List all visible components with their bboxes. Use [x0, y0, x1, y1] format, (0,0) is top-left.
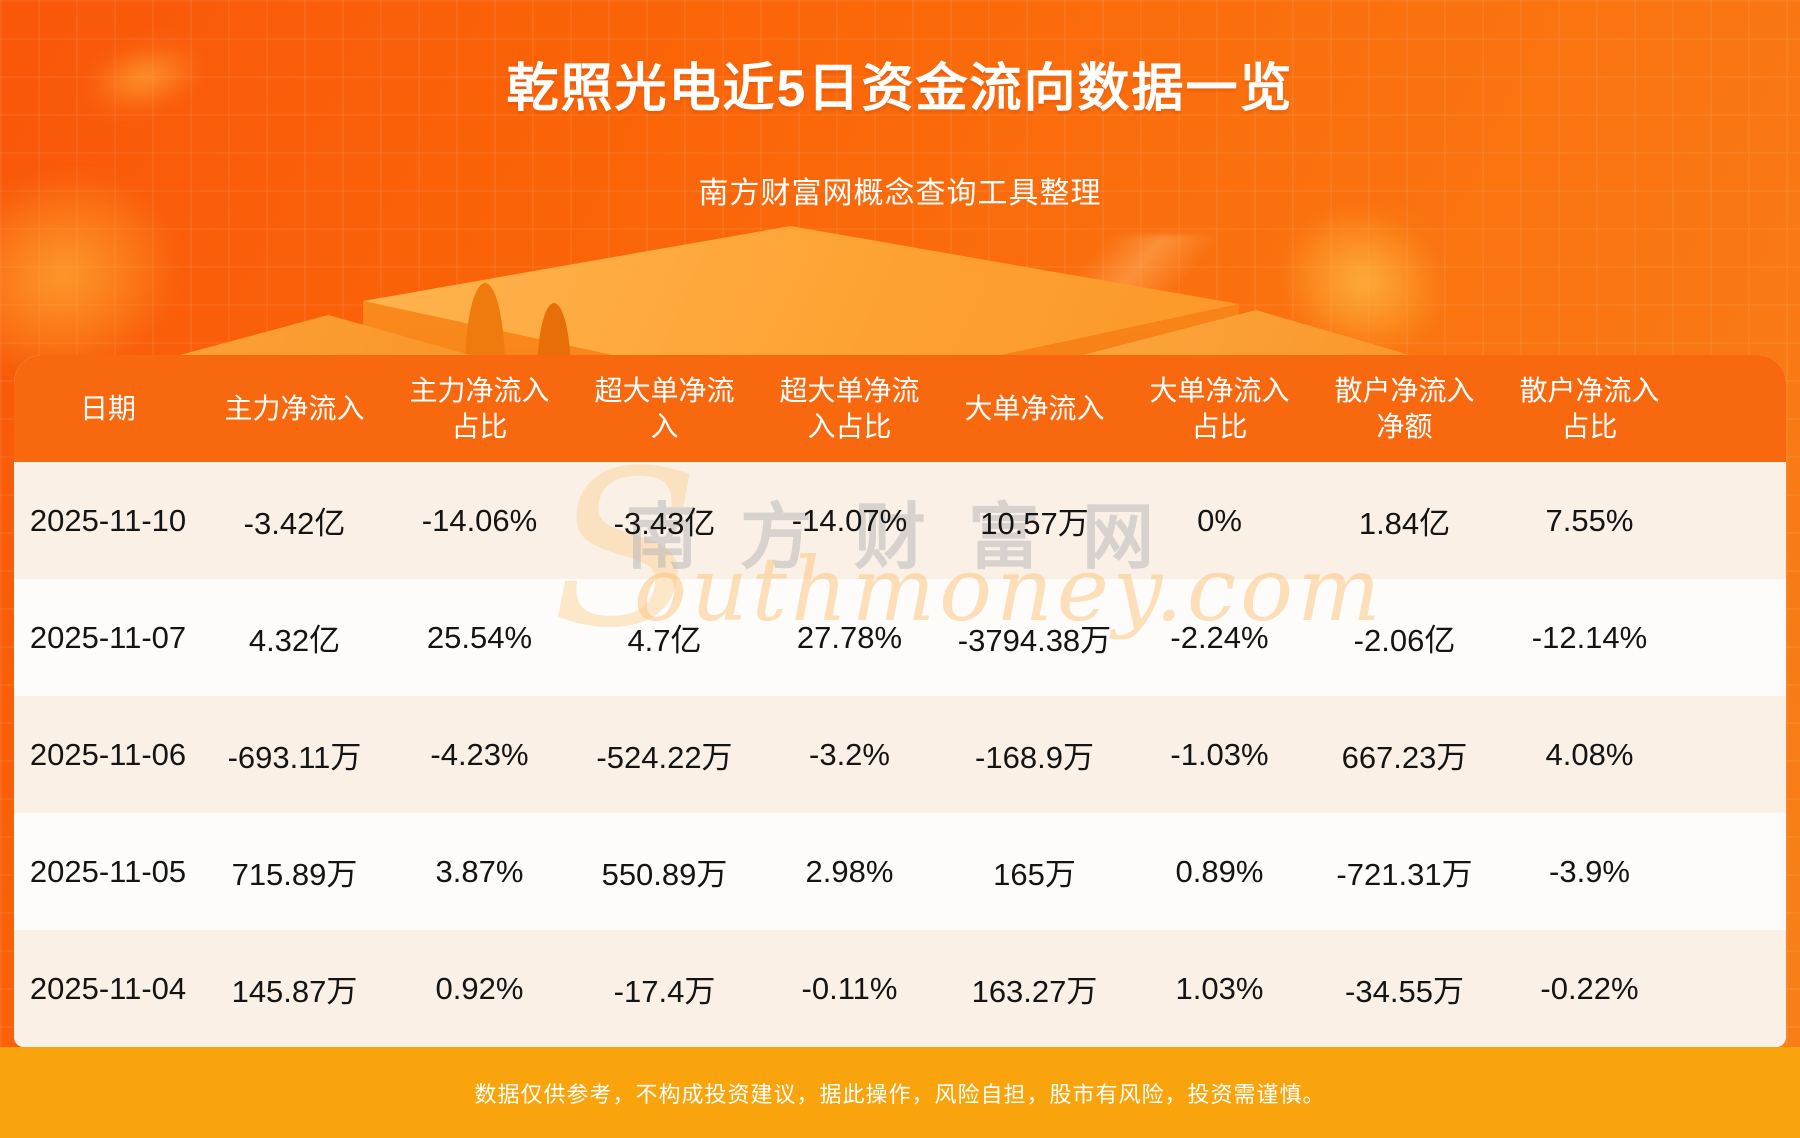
cell-large-order-net-inflow-pct: 1.03%	[1175, 970, 1264, 1006]
cell-main-net-inflow: -693.11万	[227, 740, 362, 775]
cell-xl-order-net-inflow: 4.7亿	[627, 623, 702, 658]
cell-large-order-net-inflow: 163.27万	[971, 974, 1098, 1009]
cell-main-net-inflow-pct: 25.54%	[426, 619, 533, 655]
cell-retail-net-inflow-pct: 4.08%	[1545, 736, 1634, 772]
cell-date: 2025-11-04	[29, 970, 187, 1006]
table-row: 2025-11-10 -3.42亿 -14.06% -3.43亿 -14.07%…	[14, 462, 1786, 579]
cell-date: 2025-11-10	[29, 502, 187, 538]
cell-main-net-inflow: 145.87万	[231, 974, 358, 1009]
cell-main-net-inflow: -3.42亿	[243, 506, 346, 541]
cell-large-order-net-inflow-pct: 0%	[1197, 502, 1242, 538]
cell-main-net-inflow: 715.89万	[231, 857, 358, 892]
table-row: 2025-11-06 -693.11万 -4.23% -524.22万 -3.2…	[14, 696, 1786, 813]
cell-xl-order-net-inflow-pct: 2.98%	[805, 853, 894, 889]
cell-xl-order-net-inflow: -3.43亿	[613, 506, 716, 541]
cell-main-net-inflow: 4.32亿	[248, 623, 341, 658]
cell-date: 2025-11-05	[29, 853, 187, 889]
disclaimer-text: 数据仅供参考，不构成投资建议，据此操作，风险自担，股市有风险，投资需谨慎。	[474, 1081, 1326, 1107]
cell-retail-net-inflow: -34.55万	[1345, 974, 1464, 1009]
cell-xl-order-net-inflow: -524.22万	[596, 740, 733, 775]
cell-xl-order-net-inflow-pct: -14.07%	[791, 502, 908, 538]
cell-retail-net-inflow-pct: -0.22%	[1540, 970, 1639, 1006]
column-header-large-order-net-inflow: 大单净流入	[964, 392, 1105, 424]
table-header-row: 日期 主力净流入 主力净流入占比 超大单净流入 超大单净流入占比 大单净流入 大…	[14, 355, 1786, 462]
cell-large-order-net-inflow: -168.9万	[975, 740, 1094, 775]
page-subtitle: 南方财富网概念查询工具整理	[698, 177, 1102, 210]
column-header-date: 日期	[79, 392, 136, 424]
cell-large-order-net-inflow-pct: -2.24%	[1170, 619, 1269, 655]
column-header-retail-net-inflow-pct: 散户净流入占比	[1519, 374, 1660, 442]
column-header-xl-order-net-inflow-pct: 超大单净流入占比	[779, 374, 920, 442]
disclaimer-band: 数据仅供参考，不构成投资建议，据此操作，风险自担，股市有风险，投资需谨慎。	[0, 1047, 1800, 1138]
cell-retail-net-inflow-pct: 7.55%	[1545, 502, 1634, 538]
cell-large-order-net-inflow: -3794.38万	[957, 623, 1112, 658]
column-header-main-net-inflow-pct: 主力净流入占比	[409, 374, 550, 442]
column-header-main-net-inflow: 主力净流入	[224, 392, 365, 424]
table-row: 2025-11-05 715.89万 3.87% 550.89万 2.98% 1…	[14, 813, 1786, 930]
cell-main-net-inflow-pct: -4.23%	[430, 736, 529, 772]
cell-retail-net-inflow-pct: -3.9%	[1549, 853, 1630, 889]
cell-large-order-net-inflow-pct: -1.03%	[1170, 736, 1269, 772]
cell-xl-order-net-inflow: 550.89万	[601, 857, 728, 892]
cell-large-order-net-inflow-pct: 0.89%	[1175, 853, 1264, 889]
column-header-xl-order-net-inflow: 超大单净流入	[594, 374, 735, 442]
cell-retail-net-inflow: 667.23万	[1341, 740, 1468, 775]
cell-retail-net-inflow: -721.31万	[1336, 857, 1473, 892]
table-row: 2025-11-04 145.87万 0.92% -17.4万 -0.11% 1…	[14, 930, 1786, 1047]
cell-xl-order-net-inflow-pct: 27.78%	[796, 619, 903, 655]
fund-flow-table: 日期 主力净流入 主力净流入占比 超大单净流入 超大单净流入占比 大单净流入 大…	[14, 355, 1786, 1047]
cell-date: 2025-11-07	[29, 619, 187, 655]
cell-main-net-inflow-pct: -14.06%	[421, 502, 538, 538]
page-title: 乾照光电近5日资金流向数据一览	[506, 60, 1294, 118]
cell-main-net-inflow-pct: 3.87%	[435, 853, 524, 889]
column-header-large-order-net-inflow-pct: 大单净流入占比	[1149, 374, 1290, 442]
table-row: 2025-11-07 4.32亿 25.54% 4.7亿 27.78% -379…	[14, 579, 1786, 696]
cell-large-order-net-inflow: 10.57万	[980, 506, 1089, 541]
column-header-retail-net-inflow: 散户净流入净额	[1334, 374, 1475, 442]
cell-retail-net-inflow-pct: -12.14%	[1531, 619, 1648, 655]
cell-main-net-inflow-pct: 0.92%	[435, 970, 524, 1006]
cell-date: 2025-11-06	[29, 736, 187, 772]
cell-xl-order-net-inflow-pct: -0.11%	[801, 970, 898, 1006]
cell-retail-net-inflow: -2.06亿	[1353, 623, 1456, 658]
cell-xl-order-net-inflow: -17.4万	[613, 974, 716, 1009]
cell-large-order-net-inflow: 165万	[993, 857, 1076, 892]
cell-xl-order-net-inflow-pct: -3.2%	[809, 736, 890, 772]
cell-retail-net-inflow: 1.84亿	[1358, 506, 1451, 541]
